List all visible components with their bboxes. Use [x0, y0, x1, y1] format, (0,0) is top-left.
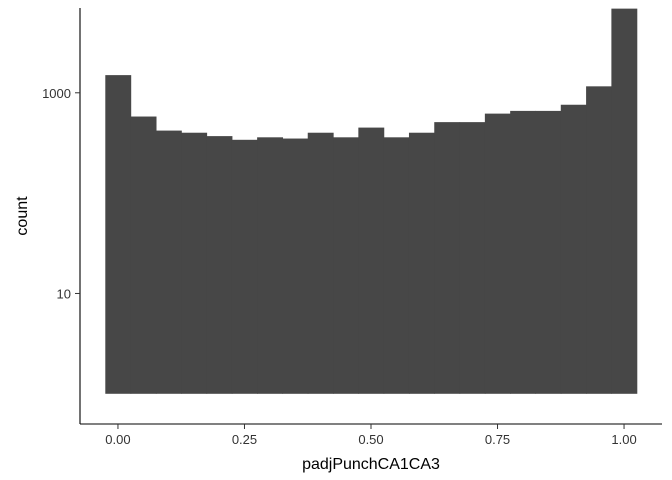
histogram-bar	[333, 137, 359, 394]
x-axis-title: padjPunchCA1CA3	[302, 456, 440, 473]
histogram-bar	[484, 113, 511, 394]
histogram-bar	[459, 122, 486, 394]
histogram-bars	[105, 8, 638, 394]
x-tick-label: 0.00	[105, 432, 130, 447]
y-tick-label: 1000	[42, 86, 71, 101]
x-tick-label: 0.25	[232, 432, 257, 447]
histogram-bar	[155, 130, 182, 394]
histogram-bar	[510, 110, 537, 394]
x-tick-label: 0.75	[485, 432, 510, 447]
histogram-bar	[560, 104, 587, 394]
y-tick-label: 10	[57, 286, 71, 301]
y-axis-ticks: 10 1000	[42, 86, 80, 301]
histogram-bar	[611, 8, 638, 394]
histogram-bar	[282, 138, 309, 394]
histogram-bar	[586, 86, 612, 394]
x-tick-label: 1.00	[611, 432, 636, 447]
histogram-bar	[105, 75, 132, 394]
histogram-bar	[257, 137, 284, 394]
histogram-bar	[181, 132, 208, 394]
histogram-bar	[408, 132, 435, 394]
histogram-bar	[130, 116, 157, 394]
x-tick-label: 0.50	[358, 432, 383, 447]
x-axis-ticks: 0.00 0.25 0.50 0.75 1.00	[105, 424, 637, 447]
histogram-bar	[535, 110, 562, 394]
y-axis-title: count	[14, 196, 31, 236]
histogram-bar	[307, 132, 334, 394]
histogram-bar	[383, 137, 410, 394]
histogram-bar	[231, 139, 258, 394]
histogram-bar	[434, 122, 461, 394]
histogram-bar	[206, 136, 233, 394]
histogram-bar	[358, 127, 385, 394]
